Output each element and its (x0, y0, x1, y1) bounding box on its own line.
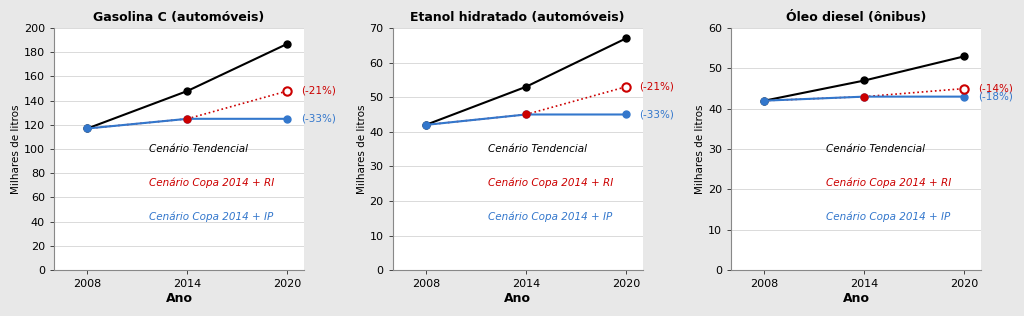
Title: Óleo diesel (ônibus): Óleo diesel (ônibus) (786, 11, 927, 24)
Text: Cenário Tendencial: Cenário Tendencial (150, 144, 248, 154)
Text: (-33%): (-33%) (639, 110, 674, 119)
Text: (-18%): (-18%) (978, 92, 1013, 102)
Y-axis label: Milhares de litros: Milhares de litros (11, 104, 22, 194)
Title: Gasolina C (automóveis): Gasolina C (automóveis) (93, 11, 264, 24)
Text: Cenário Copa 2014 + RI: Cenário Copa 2014 + RI (826, 178, 951, 188)
Text: Cenário Copa 2014 + IP: Cenário Copa 2014 + IP (487, 212, 611, 222)
Y-axis label: Milhares de litros: Milhares de litros (695, 104, 706, 194)
Text: Cenário Copa 2014 + IP: Cenário Copa 2014 + IP (826, 212, 950, 222)
Text: (-21%): (-21%) (301, 86, 336, 96)
Y-axis label: Milhares de litros: Milhares de litros (356, 104, 367, 194)
X-axis label: Ano: Ano (166, 292, 193, 305)
Text: Cenário Copa 2014 + RI: Cenário Copa 2014 + RI (487, 178, 612, 188)
Text: Cenário Copa 2014 + RI: Cenário Copa 2014 + RI (150, 178, 274, 188)
Text: (-33%): (-33%) (301, 114, 336, 124)
X-axis label: Ano: Ano (843, 292, 869, 305)
Text: (-21%): (-21%) (639, 82, 674, 92)
Text: Cenário Tendencial: Cenário Tendencial (487, 144, 587, 154)
Text: (-14%): (-14%) (978, 83, 1013, 94)
Text: Cenário Copa 2014 + IP: Cenário Copa 2014 + IP (150, 212, 273, 222)
Title: Etanol hidratado (automóveis): Etanol hidratado (automóveis) (411, 11, 625, 24)
Text: Cenário Tendencial: Cenário Tendencial (826, 144, 925, 154)
X-axis label: Ano: Ano (504, 292, 531, 305)
